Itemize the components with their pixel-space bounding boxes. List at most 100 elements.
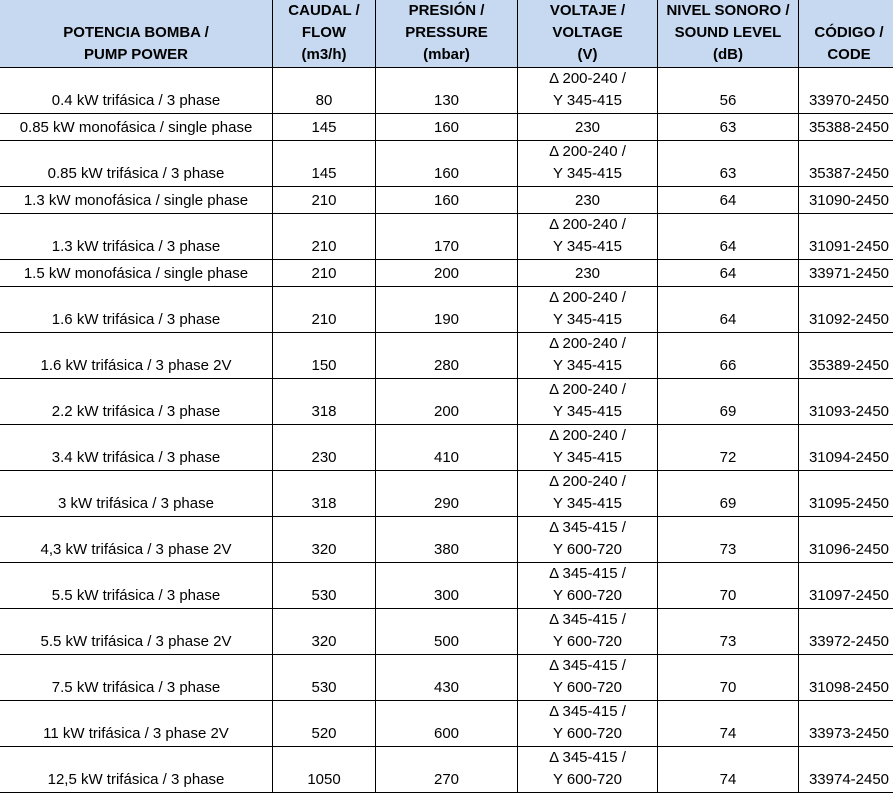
- cell-sound: 74: [658, 701, 799, 747]
- cell-voltage: Δ 345-415 /Y 600-720: [518, 747, 658, 793]
- cell-voltage: Δ 200-240 /Y 345-415: [518, 471, 658, 517]
- cell-sound: 74: [658, 747, 799, 793]
- voltage-line: Y 600-720: [518, 723, 657, 745]
- cell-flow: 230: [273, 425, 376, 471]
- voltage-line: Y 600-720: [518, 585, 657, 607]
- cell-power: 7.5 kW trifásica / 3 phase: [0, 655, 273, 701]
- voltage-line: Y 600-720: [518, 539, 657, 561]
- cell-code: 31094-2450: [799, 425, 893, 471]
- cell-sound: 70: [658, 655, 799, 701]
- cell-sound: 73: [658, 609, 799, 655]
- cell-flow: 145: [273, 141, 376, 187]
- cell-voltage: Δ 200-240 /Y 345-415: [518, 214, 658, 260]
- cell-voltage: Δ 200-240 /Y 345-415: [518, 379, 658, 425]
- voltage-line: Δ 200-240 /: [518, 425, 657, 447]
- cell-power: 2.2 kW trifásica / 3 phase: [0, 379, 273, 425]
- voltage-line: Y 345-415: [518, 163, 657, 185]
- cell-voltage: Δ 200-240 /Y 345-415: [518, 287, 658, 333]
- voltage-line: 230: [518, 117, 657, 139]
- cell-flow: 210: [273, 214, 376, 260]
- header-code: CÓDIGO /CODE: [799, 0, 893, 68]
- cell-voltage: 230: [518, 187, 658, 214]
- cell-sound: 73: [658, 517, 799, 563]
- cell-power: 1.6 kW trifásica / 3 phase 2V: [0, 333, 273, 379]
- cell-pressure: 300: [376, 563, 518, 609]
- cell-voltage: Δ 200-240 /Y 345-415: [518, 141, 658, 187]
- voltage-line: Y 345-415: [518, 401, 657, 423]
- cell-power: 5.5 kW trifásica / 3 phase: [0, 563, 273, 609]
- cell-power: 12,5 kW trifásica / 3 phase: [0, 747, 273, 793]
- cell-pressure: 200: [376, 260, 518, 287]
- cell-flow: 318: [273, 471, 376, 517]
- cell-voltage: Δ 200-240 /Y 345-415: [518, 425, 658, 471]
- voltage-line: Y 345-415: [518, 236, 657, 258]
- cell-power: 0.4 kW trifásica / 3 phase: [0, 68, 273, 114]
- cell-flow: 320: [273, 609, 376, 655]
- cell-power: 1.6 kW trifásica / 3 phase: [0, 287, 273, 333]
- voltage-line: Y 345-415: [518, 447, 657, 469]
- header-line: (mbar): [376, 44, 517, 66]
- cell-power: 4,3 kW trifásica / 3 phase 2V: [0, 517, 273, 563]
- voltage-line: 230: [518, 190, 657, 212]
- cell-power: 1.3 kW trifásica / 3 phase: [0, 214, 273, 260]
- cell-pressure: 380: [376, 517, 518, 563]
- cell-pressure: 430: [376, 655, 518, 701]
- cell-flow: 520: [273, 701, 376, 747]
- cell-voltage: Δ 345-415 /Y 600-720: [518, 655, 658, 701]
- cell-sound: 63: [658, 114, 799, 141]
- header-voltage: VOLTAJE /VOLTAGE(V): [518, 0, 658, 68]
- cell-code: 31091-2450: [799, 214, 893, 260]
- cell-code: 33973-2450: [799, 701, 893, 747]
- cell-flow: 80: [273, 68, 376, 114]
- cell-power: 1.3 kW monofásica / single phase: [0, 187, 273, 214]
- header-line: (m3/h): [273, 44, 375, 66]
- cell-code: 33971-2450: [799, 260, 893, 287]
- cell-flow: 318: [273, 379, 376, 425]
- header-line: CÓDIGO /: [799, 22, 893, 44]
- cell-code: 33974-2450: [799, 747, 893, 793]
- cell-flow: 150: [273, 333, 376, 379]
- cell-voltage: 230: [518, 260, 658, 287]
- cell-code: 31097-2450: [799, 563, 893, 609]
- cell-code: 31095-2450: [799, 471, 893, 517]
- cell-pressure: 200: [376, 379, 518, 425]
- cell-code: 31098-2450: [799, 655, 893, 701]
- cell-code: 35389-2450: [799, 333, 893, 379]
- voltage-line: Y 345-415: [518, 355, 657, 377]
- cell-pressure: 190: [376, 287, 518, 333]
- voltage-line: Y 600-720: [518, 631, 657, 653]
- cell-pressure: 170: [376, 214, 518, 260]
- cell-voltage: Δ 200-240 /Y 345-415: [518, 68, 658, 114]
- voltage-line: Δ 200-240 /: [518, 471, 657, 493]
- cell-sound: 64: [658, 214, 799, 260]
- cell-sound: 64: [658, 187, 799, 214]
- cell-pressure: 600: [376, 701, 518, 747]
- header-pressure: PRESIÓN /PRESSURE(mbar): [376, 0, 518, 68]
- voltage-line: Δ 345-415 /: [518, 701, 657, 723]
- cell-power: 11 kW trifásica / 3 phase 2V: [0, 701, 273, 747]
- voltage-line: 230: [518, 263, 657, 285]
- cell-sound: 64: [658, 287, 799, 333]
- voltage-line: Δ 345-415 /: [518, 747, 657, 769]
- cell-pressure: 160: [376, 114, 518, 141]
- cell-pressure: 280: [376, 333, 518, 379]
- header-line: SOUND LEVEL: [658, 22, 798, 44]
- cell-voltage: Δ 345-415 /Y 600-720: [518, 701, 658, 747]
- cell-voltage: Δ 345-415 /Y 600-720: [518, 517, 658, 563]
- header-line: POTENCIA BOMBA /: [0, 22, 272, 44]
- cell-pressure: 270: [376, 747, 518, 793]
- voltage-line: Δ 200-240 /: [518, 379, 657, 401]
- cell-flow: 210: [273, 187, 376, 214]
